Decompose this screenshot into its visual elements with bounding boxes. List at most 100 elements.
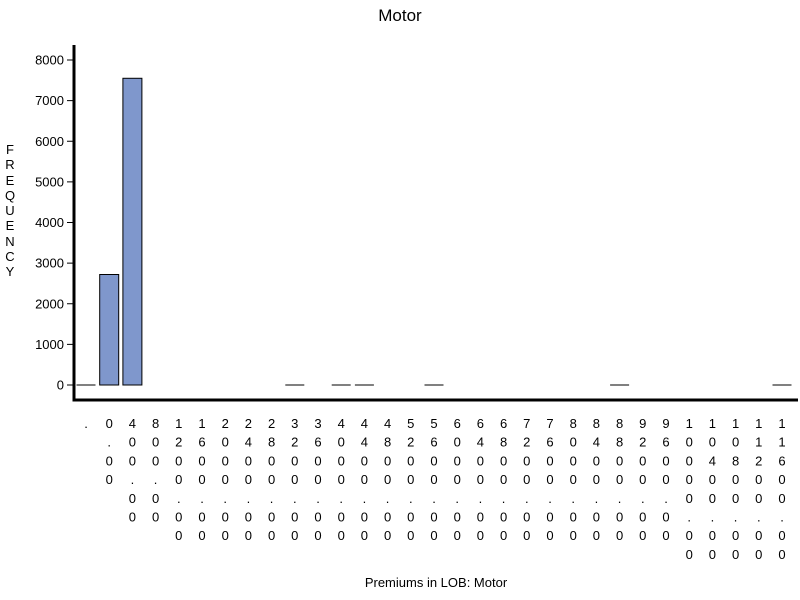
svg-text:0: 0: [384, 472, 391, 487]
svg-text:.: .: [154, 472, 158, 487]
x-tick-label: 1 1 6 0 0. 0 0: [778, 416, 785, 562]
svg-text:0: 0: [175, 510, 182, 525]
svg-text:6: 6: [430, 435, 437, 450]
y-tick-label: 3000: [35, 256, 64, 271]
svg-text:0: 0: [222, 472, 229, 487]
svg-text:0: 0: [593, 510, 600, 525]
svg-text:0: 0: [662, 472, 669, 487]
x-tick-label: 1 6 0 0. 0 0: [198, 416, 205, 543]
svg-text:9: 9: [639, 416, 646, 431]
svg-text:.: .: [316, 491, 320, 506]
svg-text:.: .: [687, 510, 691, 525]
svg-text:0: 0: [198, 510, 205, 525]
svg-text:1: 1: [778, 435, 785, 450]
svg-text:6: 6: [477, 416, 484, 431]
x-tick-label: 800.00: [152, 416, 159, 525]
x-tick-label: 8 0 0 0. 0 0: [570, 416, 577, 543]
svg-text:.: .: [84, 416, 88, 431]
svg-text:0: 0: [616, 472, 623, 487]
svg-text:6: 6: [314, 435, 321, 450]
svg-text:0: 0: [338, 510, 345, 525]
svg-text:0: 0: [686, 435, 693, 450]
svg-text:6: 6: [778, 453, 785, 468]
svg-text:0: 0: [291, 510, 298, 525]
svg-text:.: .: [525, 491, 529, 506]
svg-text:0: 0: [268, 528, 275, 543]
svg-text:0: 0: [384, 528, 391, 543]
svg-text:6: 6: [546, 435, 553, 450]
svg-text:0: 0: [732, 491, 739, 506]
svg-text:0: 0: [268, 453, 275, 468]
svg-text:0: 0: [477, 510, 484, 525]
svg-text:0: 0: [546, 528, 553, 543]
svg-text:0: 0: [686, 528, 693, 543]
x-tick-label: 5 6 0 0. 0 0: [430, 416, 437, 543]
svg-text:8: 8: [732, 453, 739, 468]
svg-text:0: 0: [477, 528, 484, 543]
svg-text:0: 0: [616, 510, 623, 525]
svg-text:.: .: [409, 491, 413, 506]
x-tick-label: 1 0 8 0 0. 0 0: [732, 416, 739, 562]
svg-text:0: 0: [477, 472, 484, 487]
svg-text:8: 8: [616, 416, 623, 431]
svg-text:0: 0: [129, 510, 136, 525]
svg-text:0: 0: [523, 472, 530, 487]
x-tick-label: 2 8 0 0. 0 0: [268, 416, 275, 543]
svg-text:0: 0: [430, 510, 437, 525]
svg-text:8: 8: [593, 416, 600, 431]
svg-text:0: 0: [245, 510, 252, 525]
svg-text:0: 0: [500, 453, 507, 468]
svg-text:.: .: [432, 491, 436, 506]
x-tick-label: 400.00: [129, 416, 136, 525]
svg-text:2: 2: [222, 416, 229, 431]
svg-text:0: 0: [222, 528, 229, 543]
svg-text:0: 0: [755, 547, 762, 562]
svg-text:6: 6: [500, 416, 507, 431]
svg-text:6: 6: [454, 416, 461, 431]
svg-text:0: 0: [454, 510, 461, 525]
svg-text:.: .: [131, 472, 135, 487]
svg-text:6: 6: [198, 435, 205, 450]
svg-text:6: 6: [662, 435, 669, 450]
svg-text:1: 1: [198, 416, 205, 431]
svg-text:2: 2: [523, 435, 530, 450]
svg-text:.: .: [200, 491, 204, 506]
svg-text:.: .: [664, 491, 668, 506]
x-tick-label: 3 6 0 0. 0 0: [314, 416, 321, 543]
svg-text:.: .: [177, 491, 181, 506]
svg-text:3: 3: [291, 416, 298, 431]
svg-text:0: 0: [639, 510, 646, 525]
y-tick-label: 4000: [35, 215, 64, 230]
svg-text:0: 0: [709, 491, 716, 506]
svg-text:1: 1: [755, 416, 762, 431]
svg-text:4: 4: [361, 435, 368, 450]
svg-text:8: 8: [616, 435, 623, 450]
svg-text:0: 0: [639, 453, 646, 468]
svg-text:0: 0: [709, 435, 716, 450]
svg-text:0: 0: [361, 510, 368, 525]
svg-text:0: 0: [477, 453, 484, 468]
svg-text:.: .: [339, 491, 343, 506]
svg-text:0: 0: [454, 528, 461, 543]
svg-text:0: 0: [106, 416, 113, 431]
svg-text:0: 0: [639, 528, 646, 543]
x-tick-label: 4 0 0 0. 0 0: [338, 416, 345, 543]
svg-text:0: 0: [686, 453, 693, 468]
svg-text:0: 0: [314, 472, 321, 487]
svg-text:1: 1: [175, 416, 182, 431]
x-tick-label: 6 8 0 0. 0 0: [500, 416, 507, 543]
svg-text:0: 0: [152, 510, 159, 525]
svg-text:0: 0: [732, 528, 739, 543]
y-tick-label: 7000: [35, 93, 64, 108]
svg-text:0: 0: [314, 510, 321, 525]
svg-text:0: 0: [384, 510, 391, 525]
svg-text:0: 0: [361, 472, 368, 487]
svg-text:0: 0: [523, 453, 530, 468]
svg-text:1: 1: [732, 416, 739, 431]
x-tick-label: 6 4 0 0. 0 0: [477, 416, 484, 543]
svg-text:2: 2: [407, 435, 414, 450]
svg-text:0: 0: [686, 547, 693, 562]
svg-text:.: .: [293, 491, 297, 506]
svg-text:0: 0: [755, 472, 762, 487]
